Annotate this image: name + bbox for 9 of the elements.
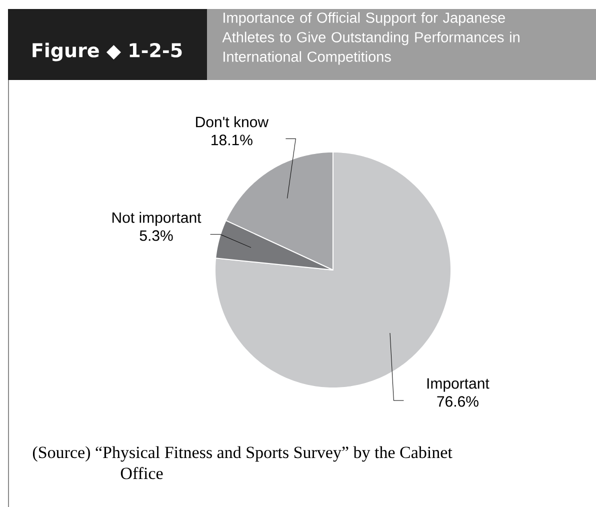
text: (Source) “Physical Fitness and Sports Survey” by the Cabinet Office <box>32 446 452 479</box>
data-label: 76.6% <box>437 396 478 407</box>
slice-label: Important <box>427 378 490 392</box>
data-label: 18.1% <box>212 134 252 146</box>
data-label: 5.3% <box>140 230 173 241</box>
text: Figure ◆ 1-2-5 <box>32 42 182 62</box>
slice-label: Not important <box>112 212 202 226</box>
slice-label: Don't know <box>196 116 269 128</box>
chart-title: Importance of Official Support for Japanese Athletes to Give Outstanding Performances in International Competitions <box>222 12 520 65</box>
